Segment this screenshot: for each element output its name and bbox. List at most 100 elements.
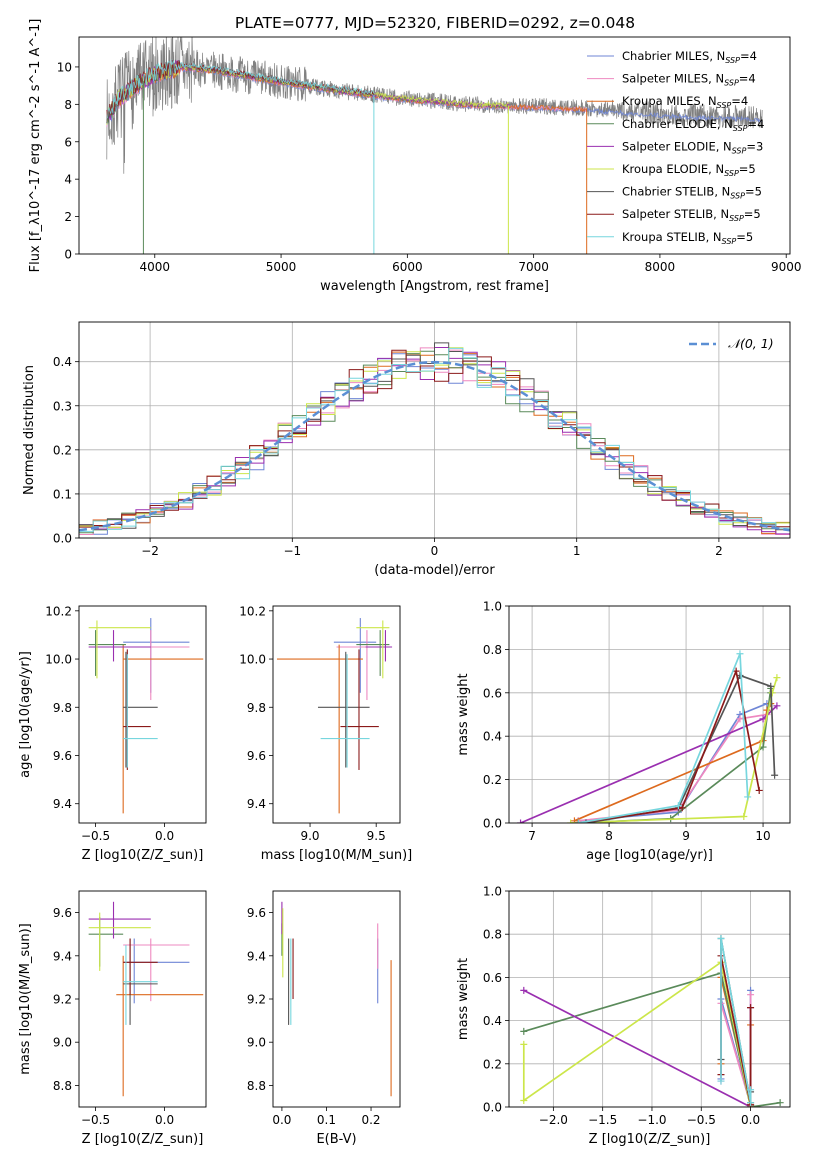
axes-frame (78, 605, 207, 824)
plot-area (276, 618, 393, 814)
x-axis-label: Z [log10(Z/Z_sun)] (589, 1132, 711, 1147)
x-tick-label: 9000 (771, 260, 802, 274)
y-tick-label: 0.2 (53, 443, 72, 457)
x-tick-label: 2 (715, 544, 723, 558)
x-axis-label: (data-model)/error (374, 563, 495, 578)
mass-weight-marker (747, 991, 755, 999)
y-tick-label: 0.1 (53, 487, 72, 501)
y-tick-label: 9.6 (53, 906, 72, 920)
x-tick-label: 6000 (392, 260, 423, 274)
legend-label: Chabrier STELIB, NSSP=5 (622, 185, 762, 201)
y-tick-label: 10.0 (45, 653, 72, 667)
mass-weight-marker (768, 689, 776, 697)
mass-weight-line (578, 668, 761, 823)
y-tick-label: 0.6 (483, 686, 502, 700)
x-tick-label: 10 (755, 829, 770, 843)
y-tick-label: 10.2 (45, 604, 72, 618)
plot-area (281, 901, 392, 1097)
mass-weight-marker (759, 715, 767, 723)
axes-frame (78, 890, 207, 1108)
plot-area (88, 618, 204, 814)
mass-weight-marker (517, 819, 525, 823)
legend-label: Kroupa MILES, NSSP=4 (622, 94, 748, 110)
y-tick-label: 9.4 (53, 949, 72, 963)
y-tick-label: 0.4 (53, 355, 72, 369)
errorbar-point (88, 912, 151, 971)
mass-weight-marker (582, 819, 590, 823)
legend-label: Chabrier MILES, NSSP=4 (622, 49, 757, 65)
mass-weight-line (578, 688, 772, 823)
mass-weight-line (520, 705, 778, 823)
panel-mass-vs-Z: −0.5 0.0 8.8 9.0 9.2 9.4 9.6 Z [log10(Z/Z_sun)]… (18, 890, 207, 1147)
mass-weight-marker (747, 1099, 755, 1107)
y-tick-label: 10.2 (239, 604, 266, 618)
panel-weight-vs-age: 7 8 9 10 0.0 0.2 0.4 0.6 0.8 1.0 age [log10(age/yr… (456, 600, 791, 863)
x-tick-label: −2.0 (539, 1113, 568, 1127)
x-tick-label: 9.5 (367, 829, 386, 843)
x-tick-label: 9.0 (300, 829, 319, 843)
y-tick-label: 9.6 (247, 906, 266, 920)
x-tick-label: 7 (528, 829, 536, 843)
y-tick-label: 8.8 (247, 1079, 266, 1093)
y-tick-label: 8 (64, 98, 72, 112)
errorbar-point (123, 651, 158, 768)
legend-label: Kroupa ELODIE, NSSP=5 (622, 162, 756, 178)
mass-weight-marker (755, 786, 763, 794)
x-tick-label: 4000 (139, 260, 170, 274)
errorbar-point (88, 630, 126, 676)
x-tick-label: 7000 (518, 260, 549, 274)
legend-label: 𝒩(0, 1) (728, 336, 774, 351)
y-tick-label: 9.2 (247, 993, 266, 1007)
y-tick-label: 1.0 (483, 600, 502, 614)
legend-label: Salpeter MILES, NSSP=4 (622, 72, 756, 88)
y-axis-label: mass [log10(M/M_sun)] (18, 923, 33, 1075)
plot-area (79, 342, 790, 538)
mass-weight-marker (740, 812, 748, 820)
mass-weight-line (578, 713, 768, 822)
y-tick-label: 9.4 (247, 949, 266, 963)
legend-label: Salpeter STELIB, NSSP=5 (622, 207, 761, 223)
mass-weight-marker (574, 819, 582, 823)
y-tick-label: 9.0 (247, 1036, 266, 1050)
mass-weight-marker (747, 1086, 755, 1094)
y-tick-label: 0.0 (483, 1101, 502, 1115)
mass-weight-marker (773, 674, 781, 682)
y-tick-label: 9.8 (53, 701, 72, 715)
errorbar-point (88, 630, 151, 662)
x-tick-label: −0.5 (81, 1113, 110, 1127)
panel-age-vs-mass: 9.0 9.5 9.4 9.6 9.8 10.0 10.2 mass [log10(M/M_s… (239, 604, 412, 863)
mass-weight-marker (759, 743, 767, 751)
mass-weight-marker (570, 817, 578, 823)
y-tick-label: 0 (64, 248, 72, 262)
axes-frame (78, 321, 791, 539)
x-tick-label: 8000 (645, 260, 676, 274)
mass-weight-marker (767, 682, 775, 690)
errorbar-point (123, 618, 190, 693)
y-tick-label: 0.0 (483, 817, 502, 831)
x-tick-label: 8 (605, 829, 613, 843)
axes-frame (78, 36, 791, 255)
x-tick-label: 0.1 (317, 1113, 336, 1127)
legend-label: Salpeter ELODIE, NSSP=3 (622, 139, 763, 155)
mass-weight-line (523, 989, 752, 1107)
x-tick-label: 0.0 (155, 829, 174, 843)
mass-weight-line (578, 653, 749, 823)
x-tick-label: 0.0 (155, 1113, 174, 1127)
y-axis-label: Normed distribution (22, 365, 37, 495)
panel-age-vs-Z: −0.5 0.0 9.4 9.6 9.8 10.0 10.2 Z [log10(Z/Z_sun… (18, 604, 207, 863)
plot-area (517, 650, 781, 823)
mass-weight-marker (717, 935, 725, 943)
mass-weight-line (574, 703, 772, 822)
y-tick-label: 0.3 (53, 399, 72, 413)
errorbar-point (123, 654, 158, 768)
mass-weight-line (523, 972, 781, 1107)
x-tick-label: −1.5 (588, 1113, 617, 1127)
y-tick-label: 10.0 (239, 653, 266, 667)
plot-area (106, 37, 763, 254)
errorbar-point (95, 630, 190, 701)
mass-weight-marker (773, 702, 781, 710)
x-tick-label: 1 (573, 544, 581, 558)
x-axis-label: E(B-V) (316, 1132, 356, 1147)
y-tick-label: 0.8 (483, 643, 502, 657)
